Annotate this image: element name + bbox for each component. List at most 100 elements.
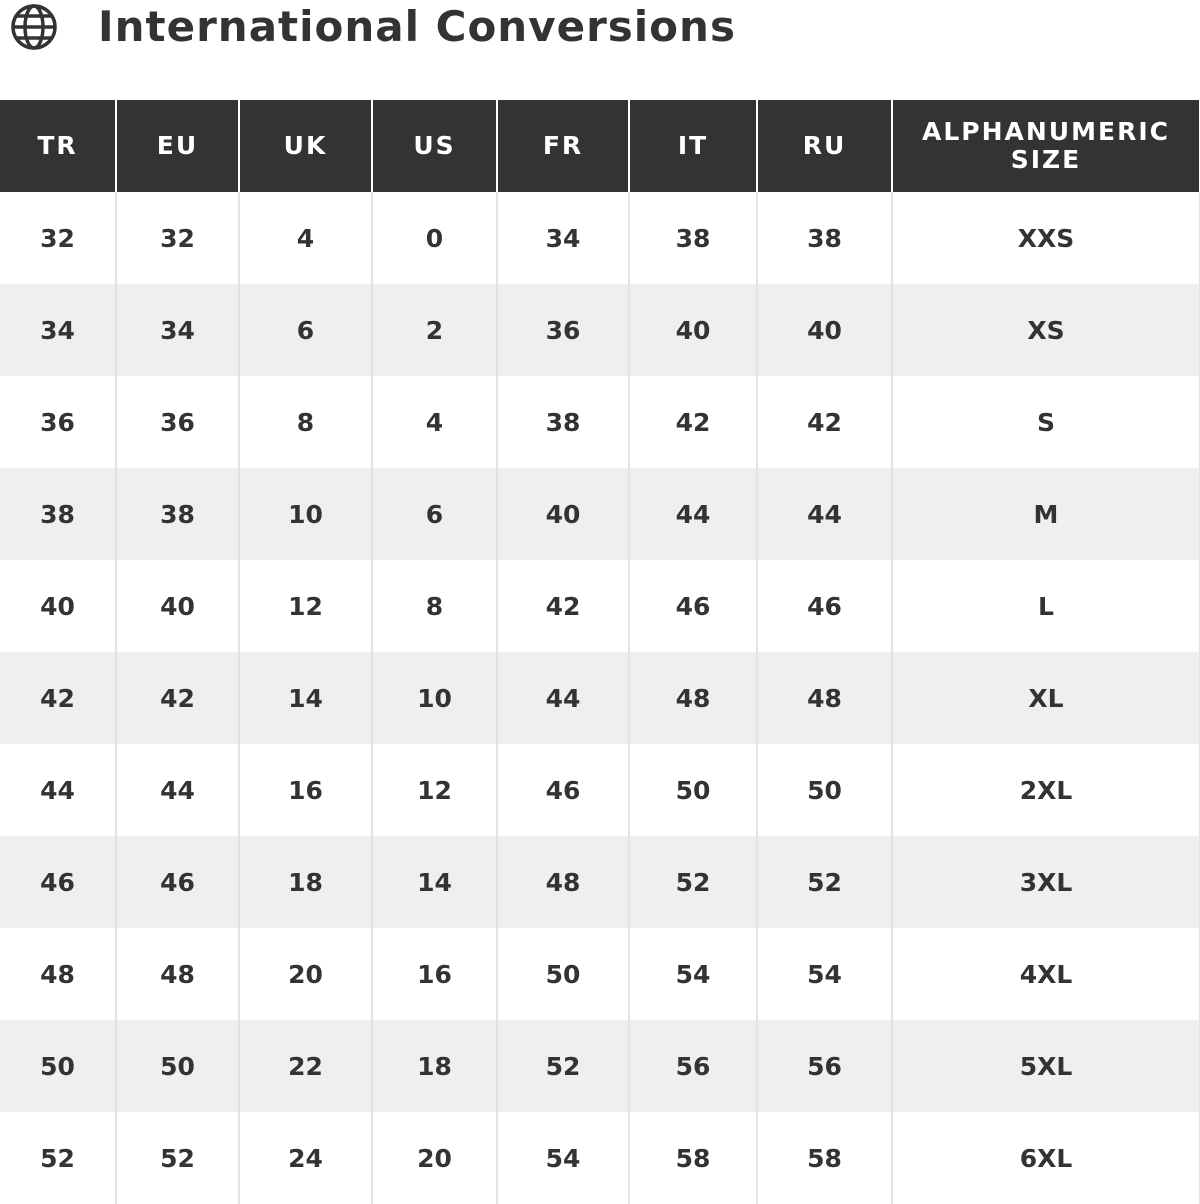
table-cell: 54 bbox=[756, 928, 893, 1020]
table-cell: 50 bbox=[628, 744, 758, 836]
table-cell: 40 bbox=[0, 560, 117, 652]
table-cell: 4 bbox=[238, 192, 373, 284]
table-cell: 18 bbox=[238, 836, 373, 928]
table-row: 40 40 12 8 42 46 46 L bbox=[0, 560, 1200, 652]
table-cell: 38 bbox=[628, 192, 758, 284]
table-cell: 44 bbox=[0, 744, 117, 836]
table-cell: 34 bbox=[115, 284, 240, 376]
table-row: 44 44 16 12 46 50 50 2XL bbox=[0, 744, 1200, 836]
table-cell: 42 bbox=[496, 560, 630, 652]
table-cell: 3XL bbox=[891, 836, 1200, 928]
table-cell: 6 bbox=[371, 468, 498, 560]
table-cell: 48 bbox=[628, 652, 758, 744]
table-cell: 36 bbox=[496, 284, 630, 376]
table-row: 34 34 6 2 36 40 40 XS bbox=[0, 284, 1200, 376]
table-cell: S bbox=[891, 376, 1200, 468]
table-cell: 6XL bbox=[891, 1112, 1200, 1204]
table-cell: XXS bbox=[891, 192, 1200, 284]
table-cell: XS bbox=[891, 284, 1200, 376]
table-cell: 46 bbox=[496, 744, 630, 836]
table-cell: 48 bbox=[0, 928, 117, 1020]
table-cell: 40 bbox=[756, 284, 893, 376]
table-row: 42 42 14 10 44 48 48 XL bbox=[0, 652, 1200, 744]
table-cell: 10 bbox=[371, 652, 498, 744]
size-conversion-table: TR EU UK US FR IT RU ALPHANUMERIC SIZE 32 32 4 0 34… bbox=[0, 100, 1200, 1204]
table-cell: 18 bbox=[371, 1020, 498, 1112]
table-cell: 44 bbox=[628, 468, 758, 560]
table-cell: 40 bbox=[628, 284, 758, 376]
table-cell: 42 bbox=[756, 376, 893, 468]
table-row: 50 50 22 18 52 56 56 5XL bbox=[0, 1020, 1200, 1112]
table-cell: M bbox=[891, 468, 1200, 560]
table-cell: 36 bbox=[0, 376, 117, 468]
table-cell: 42 bbox=[0, 652, 117, 744]
table-cell: L bbox=[891, 560, 1200, 652]
table-cell: 20 bbox=[371, 1112, 498, 1204]
table-cell: 48 bbox=[115, 928, 240, 1020]
table-row: 46 46 18 14 48 52 52 3XL bbox=[0, 836, 1200, 928]
table-cell: 4 bbox=[371, 376, 498, 468]
table-row: 36 36 8 4 38 42 42 S bbox=[0, 376, 1200, 468]
table-cell: 42 bbox=[628, 376, 758, 468]
table-cell: 54 bbox=[496, 1112, 630, 1204]
table-cell: 52 bbox=[628, 836, 758, 928]
table-cell: 56 bbox=[628, 1020, 758, 1112]
table-cell: 44 bbox=[496, 652, 630, 744]
table-cell: 40 bbox=[496, 468, 630, 560]
table-cell: 0 bbox=[371, 192, 498, 284]
column-header: ALPHANUMERIC SIZE bbox=[891, 100, 1200, 192]
table-cell: 50 bbox=[756, 744, 893, 836]
table-cell: 16 bbox=[238, 744, 373, 836]
column-header: TR bbox=[0, 100, 117, 192]
table-cell: 24 bbox=[238, 1112, 373, 1204]
table-row: 38 38 10 6 40 44 44 M bbox=[0, 468, 1200, 560]
table-cell: 44 bbox=[756, 468, 893, 560]
table-cell: 40 bbox=[115, 560, 240, 652]
table-cell: 36 bbox=[115, 376, 240, 468]
table-cell: 54 bbox=[628, 928, 758, 1020]
table-cell: 38 bbox=[115, 468, 240, 560]
table-cell: 52 bbox=[756, 836, 893, 928]
table-cell: 52 bbox=[115, 1112, 240, 1204]
table-cell: 42 bbox=[115, 652, 240, 744]
table-cell: 48 bbox=[756, 652, 893, 744]
table-cell: 50 bbox=[115, 1020, 240, 1112]
table-cell: 32 bbox=[115, 192, 240, 284]
table-cell: 6 bbox=[238, 284, 373, 376]
table-cell: 38 bbox=[496, 376, 630, 468]
table-row: 52 52 24 20 54 58 58 6XL bbox=[0, 1112, 1200, 1204]
table-cell: 5XL bbox=[891, 1020, 1200, 1112]
table-cell: 34 bbox=[496, 192, 630, 284]
table-cell: 12 bbox=[238, 560, 373, 652]
column-header: US bbox=[371, 100, 498, 192]
table-cell: 58 bbox=[628, 1112, 758, 1204]
table-cell: 48 bbox=[496, 836, 630, 928]
table-cell: XL bbox=[891, 652, 1200, 744]
table-cell: 34 bbox=[0, 284, 117, 376]
table-cell: 2 bbox=[371, 284, 498, 376]
table-header-row: TR EU UK US FR IT RU ALPHANUMERIC SIZE bbox=[0, 100, 1200, 192]
page-title: International Conversions bbox=[98, 2, 736, 51]
table-cell: 32 bbox=[0, 192, 117, 284]
table-cell: 38 bbox=[0, 468, 117, 560]
table-cell: 14 bbox=[371, 836, 498, 928]
table-cell: 12 bbox=[371, 744, 498, 836]
table-cell: 22 bbox=[238, 1020, 373, 1112]
table-row: 32 32 4 0 34 38 38 XXS bbox=[0, 192, 1200, 284]
table-cell: 52 bbox=[0, 1112, 117, 1204]
table-cell: 20 bbox=[238, 928, 373, 1020]
table-cell: 46 bbox=[756, 560, 893, 652]
table-cell: 50 bbox=[496, 928, 630, 1020]
table-cell: 4XL bbox=[891, 928, 1200, 1020]
table-cell: 46 bbox=[628, 560, 758, 652]
table-cell: 44 bbox=[115, 744, 240, 836]
table-cell: 46 bbox=[0, 836, 117, 928]
globe-icon bbox=[11, 4, 57, 50]
column-header: RU bbox=[756, 100, 893, 192]
table-cell: 10 bbox=[238, 468, 373, 560]
table-cell: 38 bbox=[756, 192, 893, 284]
table-cell: 50 bbox=[0, 1020, 117, 1112]
table-cell: 46 bbox=[115, 836, 240, 928]
table-cell: 8 bbox=[371, 560, 498, 652]
table-cell: 14 bbox=[238, 652, 373, 744]
